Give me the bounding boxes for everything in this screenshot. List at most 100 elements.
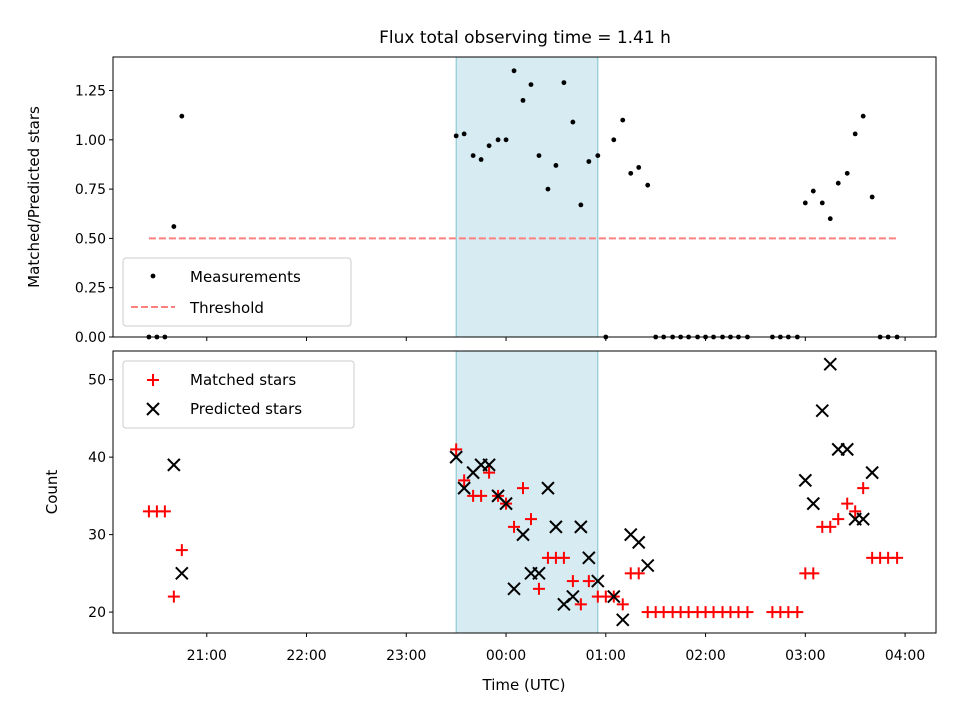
top-y-axis-label: Matched/Predicted stars	[25, 106, 43, 288]
top-y-tick-label: 0.75	[75, 182, 106, 198]
matched-star-point	[824, 520, 837, 533]
predicted-star-point	[582, 551, 596, 565]
measurement-point	[511, 68, 517, 74]
matched-star-point	[566, 575, 579, 588]
measurement-point	[827, 216, 833, 222]
legend-threshold-label: Threshold	[189, 299, 264, 317]
measurement-point	[486, 143, 492, 149]
predicted-star-point	[591, 574, 605, 588]
x-tick-label: 22:00	[286, 648, 326, 664]
measurement-point	[586, 159, 592, 164]
top-y-tick-label: 0.25	[75, 281, 106, 297]
predicted-star-point	[449, 450, 463, 464]
matched-star-point	[832, 513, 845, 526]
measurement-point	[802, 200, 808, 206]
measurement-point	[553, 163, 559, 168]
matched-star-point	[849, 505, 862, 518]
measurement-point	[645, 182, 651, 188]
predicted-star-point	[865, 465, 879, 480]
predicted-star-point	[856, 512, 870, 526]
predicted-star-point	[541, 481, 555, 495]
top-y-tick-label: 1.00	[75, 133, 106, 149]
top-y-ticks: 0.00 0.25 0.50 0.75 1.00 1.25	[75, 84, 113, 346]
bottom-y-tick-label: 50	[88, 373, 106, 389]
matched-star-point	[891, 551, 904, 564]
measurement-point	[819, 200, 825, 206]
matched-star-point	[475, 489, 488, 502]
predicted-star-point	[167, 458, 181, 472]
x-tick-label: 00:00	[486, 648, 526, 664]
predicted-star-point	[175, 566, 189, 581]
predicted-star-point	[482, 458, 496, 472]
matched-star-point	[791, 606, 804, 619]
bottom-y-tick-label: 40	[88, 450, 106, 466]
measurement-point	[545, 186, 551, 192]
predicted-star-point	[566, 589, 580, 604]
observing-window-band-bottom	[455, 350, 599, 634]
x-tick-label: 03:00	[785, 648, 825, 664]
legend-measurements-marker	[150, 273, 156, 279]
observing-window-span	[455, 56, 599, 338]
measurement-point	[852, 131, 858, 137]
matched-star-point	[557, 551, 570, 564]
predicted-star-point	[574, 520, 588, 534]
bottom-y-tick-label: 30	[88, 528, 106, 544]
matched-star-point	[807, 567, 820, 580]
matched-star-point	[175, 544, 188, 557]
predicted-star-point	[806, 496, 821, 511]
x-tick-label: 21:00	[187, 648, 227, 664]
measurement-point	[595, 153, 601, 158]
measurement-point	[835, 180, 841, 186]
counts-plot-area	[142, 357, 904, 627]
matched-star-point	[517, 482, 530, 495]
matched-star-point	[741, 606, 754, 619]
x-axis-label: Time (UTC)	[482, 676, 566, 694]
predicted-star-point	[823, 357, 837, 371]
top-x-ticks	[206, 337, 906, 341]
measurement-point	[528, 82, 534, 88]
predicted-star-point	[457, 481, 471, 495]
matched-star-point	[450, 443, 463, 456]
bottom-y-ticks: 20 30 40 50	[88, 373, 113, 621]
predicted-star-point	[532, 566, 546, 581]
x-tick-label: 01:00	[586, 648, 626, 664]
legend-predicted-label: Predicted stars	[190, 400, 302, 418]
observing-window-band	[455, 56, 599, 338]
measurement-point	[179, 113, 185, 119]
measurement-point	[620, 117, 626, 123]
legend-matched-label: Matched stars	[190, 371, 296, 389]
measurement-point	[860, 113, 866, 119]
top-legend: Measurements Threshold	[122, 257, 352, 327]
bottom-legend: Matched stars Predicted stars	[122, 360, 355, 429]
matched-star-point	[524, 513, 537, 526]
bottom-axes-frame	[112, 350, 937, 634]
matched-star-point	[158, 505, 171, 518]
predicted-star-point	[499, 496, 513, 511]
bottom-y-axis-label: Count	[43, 470, 61, 515]
bottom-legend-box	[122, 360, 355, 429]
legend-matched-marker	[147, 374, 159, 386]
matched-star-point	[483, 466, 496, 479]
measurements-panel: Flux total observing time = 1.41 h 0.000…	[25, 28, 937, 346]
measurement-point	[503, 137, 509, 143]
legend-predicted-marker	[146, 402, 160, 416]
predicted-star-point	[632, 535, 646, 550]
bottom-x-ticks: 21:00 22:00 23:00 00:00 01:00 02:00 03:00 04:00	[187, 633, 925, 664]
measurement-point	[171, 224, 177, 229]
top-y-tick-label: 0.00	[75, 330, 106, 346]
measurement-point	[520, 97, 526, 103]
predicted-star-point	[549, 520, 563, 534]
predicted-star-point	[815, 403, 829, 418]
counts-panel: 20 30 40 50 21:00 22:00 23:00 00:00 01:00 02:00 0…	[43, 350, 937, 694]
measurement-point	[470, 153, 476, 158]
measurement-point	[810, 188, 816, 194]
measurement-point	[561, 80, 567, 86]
matched-star-point	[574, 598, 587, 611]
predicted-star-point	[798, 473, 813, 488]
matched-star-point	[857, 482, 870, 495]
predicted-star-point	[640, 558, 655, 573]
measurement-point	[578, 202, 584, 208]
measurement-point	[869, 194, 875, 200]
matched-star-point	[508, 520, 521, 533]
